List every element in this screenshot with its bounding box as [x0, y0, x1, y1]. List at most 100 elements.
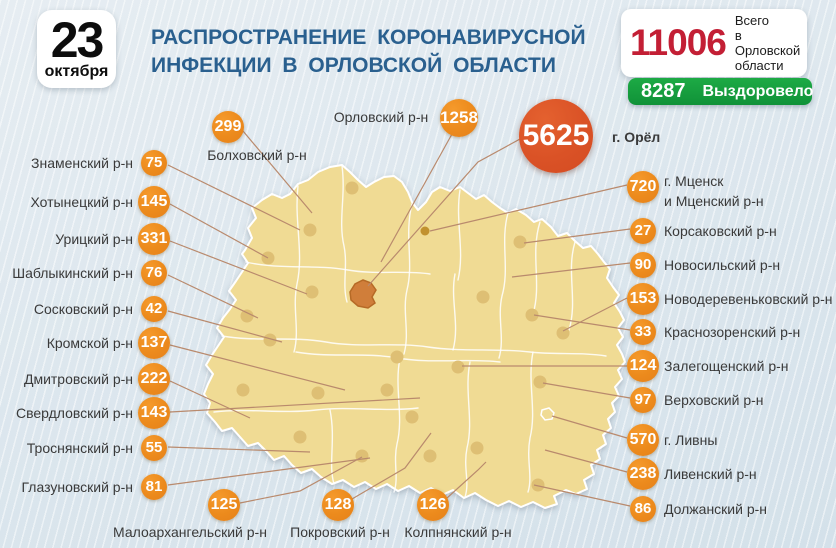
district-center-dot — [531, 478, 545, 492]
livny-city-shape — [540, 407, 555, 421]
district-center-dot — [476, 290, 490, 304]
district-border — [403, 203, 413, 355]
district-value-bubble: 27 — [630, 218, 656, 244]
total-cases-card: 11006 Всего в Орловской области — [621, 9, 807, 77]
callout-line — [169, 344, 346, 391]
date-day: 23 — [50, 11, 105, 68]
callout-line — [367, 138, 521, 287]
callout-line — [167, 274, 259, 319]
district-center-dot — [345, 181, 359, 195]
district-value-bubble: 153 — [627, 283, 659, 315]
district-border — [532, 221, 541, 315]
district-value-bubble: 331 — [138, 223, 170, 255]
district-value-bubble: 90 — [630, 252, 656, 278]
district-border — [464, 361, 471, 498]
district-value-bubble: 125 — [208, 489, 240, 521]
district-label: г. Орёл — [612, 129, 661, 145]
district-label: Хотынецкий р-н — [30, 194, 133, 210]
district-value-bubble: 126 — [417, 489, 449, 521]
district-label: Дмитровский р-н — [23, 371, 133, 387]
district-label: Ливенский р-н — [664, 466, 757, 482]
callout-line — [239, 456, 363, 504]
district-border — [213, 407, 419, 413]
callout-line — [169, 203, 269, 259]
callout-line — [446, 461, 487, 499]
district-value-bubble: 5625 — [519, 99, 593, 173]
district-center-dot — [423, 449, 437, 463]
district-label: Залегощенский р-н — [664, 358, 789, 374]
callout-line — [380, 133, 453, 263]
oryol-city-shape — [349, 279, 377, 309]
district-border — [340, 165, 348, 303]
district-center-dot — [305, 285, 319, 299]
callout-line — [167, 457, 371, 486]
callout-line — [533, 484, 631, 507]
district-label: г. Ливны — [664, 432, 718, 448]
district-value-bubble: 570 — [627, 424, 659, 456]
callout-line — [242, 130, 313, 214]
district-value-bubble: 124 — [627, 350, 659, 382]
district-label: Орловский р-н — [333, 109, 429, 125]
district-label: Верховский р-н — [664, 392, 764, 408]
callout-line — [167, 310, 283, 343]
district-center-dot — [451, 360, 465, 374]
district-value-bubble: 81 — [141, 474, 167, 500]
district-label: Корсаковский р-н — [664, 223, 777, 239]
district-center-dot — [470, 441, 484, 455]
page-title: РАСПРОСТРАНЕНИЕ КОРОНАВИРУСНОЙ ИНФЕКЦИИ … — [151, 24, 631, 80]
district-value-bubble: 238 — [627, 458, 659, 490]
callout-line — [523, 228, 631, 244]
district-value-bubble: 76 — [141, 260, 167, 286]
district-value-bubble: 222 — [138, 363, 170, 395]
page-title-line1: РАСПРОСТРАНЕНИЕ КОРОНАВИРУСНОЙ — [151, 26, 586, 49]
district-value-bubble: 299 — [212, 111, 244, 143]
district-center-dot — [513, 235, 527, 249]
district-border — [452, 273, 457, 351]
district-value-bubble: 55 — [141, 435, 167, 461]
callout-line — [429, 184, 628, 232]
recovered-label: Выздоровело — [702, 82, 814, 100]
callout-line — [169, 240, 308, 295]
district-border — [221, 335, 607, 357]
callout-line — [511, 262, 631, 278]
district-center-dot — [293, 430, 307, 444]
district-label: Кромской р-н — [46, 335, 133, 351]
district-center-dot — [525, 308, 539, 322]
district-value-bubble: 42 — [141, 296, 167, 322]
district-value-bubble: 143 — [138, 397, 170, 429]
callout-line — [551, 415, 628, 439]
district-label: Троснянский р-н — [26, 440, 133, 456]
callout-line — [542, 382, 631, 399]
mtsensk-city-dot — [420, 226, 430, 236]
callout-line — [169, 397, 421, 413]
callout-line — [167, 446, 311, 453]
district-center-dot — [405, 410, 419, 424]
district-label: Сосковский р-н — [33, 301, 133, 317]
page-title-line2: ИНФЕКЦИИ В ОРЛОВСКОЙ ОБЛАСТИ — [151, 54, 556, 77]
district-label: Шаблыкинский р-н — [12, 265, 133, 281]
district-center-dot — [240, 309, 254, 323]
district-label: Должанский р-н — [664, 501, 768, 517]
total-cases-value: 11006 — [630, 22, 727, 63]
district-center-dot — [303, 223, 317, 237]
district-center-dot — [380, 383, 394, 397]
district-label: Свердловский р-н — [15, 405, 133, 421]
district-border — [329, 409, 335, 485]
district-value-bubble: 137 — [138, 327, 170, 359]
date-card: 23 октября — [37, 10, 116, 88]
district-value-bubble: 720 — [627, 171, 659, 203]
district-border — [293, 185, 301, 353]
callout-line — [167, 164, 301, 231]
recovered-value: 8287 — [641, 80, 686, 102]
district-label: Урицкий р-н — [55, 231, 133, 247]
total-cases-note: Всего в Орловской области — [734, 13, 801, 73]
district-label: Болховский р-н — [207, 147, 307, 163]
district-value-bubble: 128 — [322, 489, 354, 521]
callout-line — [562, 297, 628, 332]
district-value-bubble: 75 — [141, 150, 167, 176]
district-center-dot — [263, 333, 277, 347]
district-label: Новодеревеньковский р-н — [664, 291, 833, 307]
